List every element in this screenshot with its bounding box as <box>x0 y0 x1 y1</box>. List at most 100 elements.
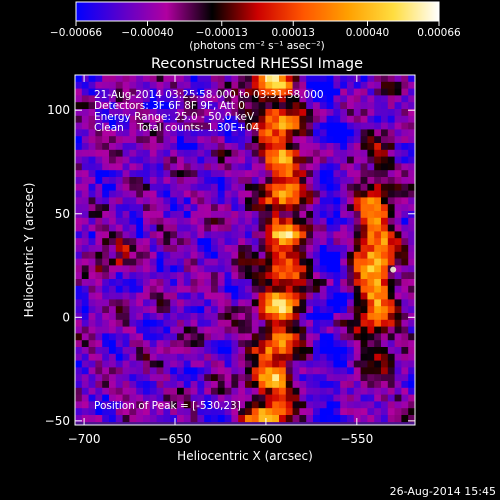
heatmap-cell <box>143 245 151 253</box>
heatmap-cell <box>387 279 395 287</box>
heatmap-cell <box>319 251 327 259</box>
heatmap-cell <box>75 115 83 123</box>
heatmap-cell <box>122 340 130 348</box>
heatmap-cell <box>258 340 266 348</box>
heatmap-cell <box>292 231 300 239</box>
heatmap-cell <box>251 415 259 423</box>
heatmap-cell <box>272 306 280 314</box>
heatmap-cell <box>319 156 327 164</box>
heatmap-cell <box>340 95 348 103</box>
heatmap-cell <box>75 143 83 151</box>
heatmap-cell <box>177 374 185 382</box>
heatmap-cell <box>129 340 137 348</box>
heatmap-cell <box>177 204 185 212</box>
heatmap-cell <box>272 333 280 341</box>
peak-position-label: Position of Peak = [-530,23] <box>94 400 241 412</box>
heatmap-cell <box>211 285 219 293</box>
heatmap-cell <box>279 319 287 327</box>
heatmap-cell <box>183 279 191 287</box>
heatmap-cell <box>265 272 273 280</box>
heatmap-cell <box>319 313 327 321</box>
heatmap-cell <box>204 265 212 273</box>
heatmap-cell <box>360 313 368 321</box>
heatmap-cell <box>381 381 389 389</box>
heatmap-cell <box>258 88 266 96</box>
heatmap-cell <box>109 258 117 266</box>
heatmap-cell <box>129 408 137 416</box>
heatmap-cell <box>374 224 382 232</box>
heatmap-cell <box>272 381 280 389</box>
heatmap-cell <box>231 272 239 280</box>
heatmap-cell <box>360 306 368 314</box>
heatmap-cell <box>360 387 368 395</box>
heatmap-cell <box>75 347 83 355</box>
heatmap-cell <box>204 347 212 355</box>
heatmap-cell <box>136 238 144 246</box>
heatmap-cell <box>109 231 117 239</box>
heatmap-cell <box>347 217 355 225</box>
heatmap-cell <box>211 129 219 137</box>
heatmap-cell <box>306 381 314 389</box>
heatmap-cell <box>183 129 191 137</box>
heatmap-cell <box>177 190 185 198</box>
heatmap-cell <box>279 238 287 246</box>
heatmap-cell <box>217 299 225 307</box>
heatmap-cell <box>408 170 416 178</box>
heatmap-cell <box>360 190 368 198</box>
heatmap-cell <box>88 183 96 191</box>
heatmap-cell <box>387 245 395 253</box>
heatmap-cell <box>408 163 416 171</box>
heatmap-cell <box>279 279 287 287</box>
heatmap-cell <box>163 313 171 321</box>
heatmap-cell <box>374 401 382 409</box>
heatmap-cell <box>211 156 219 164</box>
heatmap-cell <box>129 163 137 171</box>
heatmap-cell <box>75 190 83 198</box>
heatmap-cell <box>143 319 151 327</box>
heatmap-cell <box>115 217 123 225</box>
heatmap-cell <box>285 285 293 293</box>
heatmap-cell <box>190 177 198 185</box>
heatmap-cell <box>170 95 178 103</box>
heatmap-cell <box>367 394 375 402</box>
heatmap-cell <box>81 408 89 416</box>
heatmap-cell <box>367 197 375 205</box>
heatmap-cell <box>401 408 409 416</box>
heatmap-cell <box>102 340 110 348</box>
heatmap-cell <box>102 75 110 83</box>
heatmap-cell <box>299 251 307 259</box>
heatmap-cell <box>115 415 123 423</box>
heatmap-cell <box>163 109 171 117</box>
heatmap-cell <box>319 204 327 212</box>
heatmap-cell <box>211 245 219 253</box>
heatmap-cell <box>217 211 225 219</box>
heatmap-cell <box>122 313 130 321</box>
heatmap-cell <box>190 401 198 409</box>
heatmap-cell <box>149 115 157 123</box>
heatmap-cell <box>319 190 327 198</box>
heatmap-cell <box>408 313 416 321</box>
heatmap-cell <box>279 272 287 280</box>
heatmap-cell <box>394 326 402 334</box>
heatmap-cell <box>251 170 259 178</box>
heatmap-cell <box>245 88 253 96</box>
heatmap-cell <box>401 102 409 110</box>
heatmap-cell <box>81 81 89 89</box>
heatmap-cell <box>340 170 348 178</box>
heatmap-cell <box>95 353 103 361</box>
heatmap-cell <box>374 340 382 348</box>
heatmap-cell <box>367 272 375 280</box>
heatmap-cell <box>81 217 89 225</box>
heatmap-cell <box>156 197 164 205</box>
heatmap-cell <box>367 224 375 232</box>
heatmap-cell <box>401 211 409 219</box>
heatmap-cell <box>292 251 300 259</box>
heatmap-cell <box>109 401 117 409</box>
heatmap-cell <box>387 333 395 341</box>
heatmap-cell <box>394 156 402 164</box>
heatmap-cell <box>224 319 232 327</box>
heatmap-cell <box>251 292 259 300</box>
heatmap-cell <box>292 156 300 164</box>
heatmap-cell <box>122 333 130 341</box>
heatmap-cell <box>129 136 137 144</box>
